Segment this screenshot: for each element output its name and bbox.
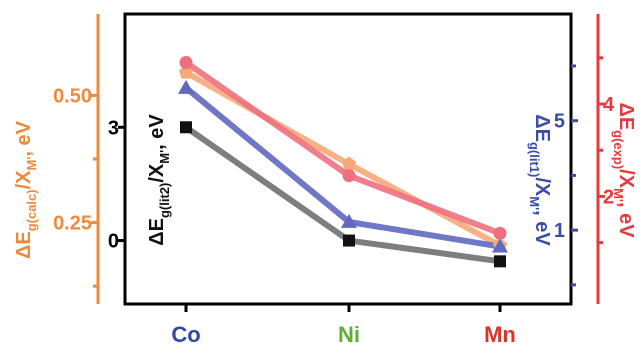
lit2-tick-label: 0 [108,231,119,253]
lit2-point-mn [494,255,506,268]
lit1-point-co [178,79,194,94]
lit1-axis-title: ΔEg(lit1)/XM', eV [527,114,553,246]
exp-tick-label: 2 [603,186,614,208]
lit2-axis-title: ΔEg(lit2)/XM', eV [146,114,172,246]
lit2-tick-label: 3 [108,117,119,139]
calc-tick-label: 0.50 [53,85,92,107]
exp-series-line [184,60,502,237]
calc-point-co [178,65,194,79]
calc-axis-title: ΔEg(calc)/XM', eV [13,120,39,259]
exp-point-co [179,55,193,69]
lit1-point-ni [341,213,357,228]
category-label-mn: Mn [484,322,516,347]
lit2-point-ni [343,234,355,247]
exp-axis-title: ΔEg(exp)/XM', eV [611,102,637,238]
lit1-tick-label: 5 [554,111,565,133]
lit1-tick-label: 1 [554,220,565,242]
category-label-ni: Ni [338,322,360,347]
axis-ticks: 0.25 0.50 0 3 1 5 2 4 [53,56,615,288]
category-label-co: Co [171,322,200,347]
series-markers [178,55,508,268]
lit2-point-co [180,121,192,134]
calc-point-ni [341,156,357,171]
exp-point-mn [493,226,507,240]
lit1-point-mn [492,238,508,253]
category-labels: Co Ni Mn [171,304,516,347]
exp-point-ni [342,169,356,183]
calc-tick-label: 0.25 [53,213,92,235]
exp-tick-label: 4 [603,94,615,116]
